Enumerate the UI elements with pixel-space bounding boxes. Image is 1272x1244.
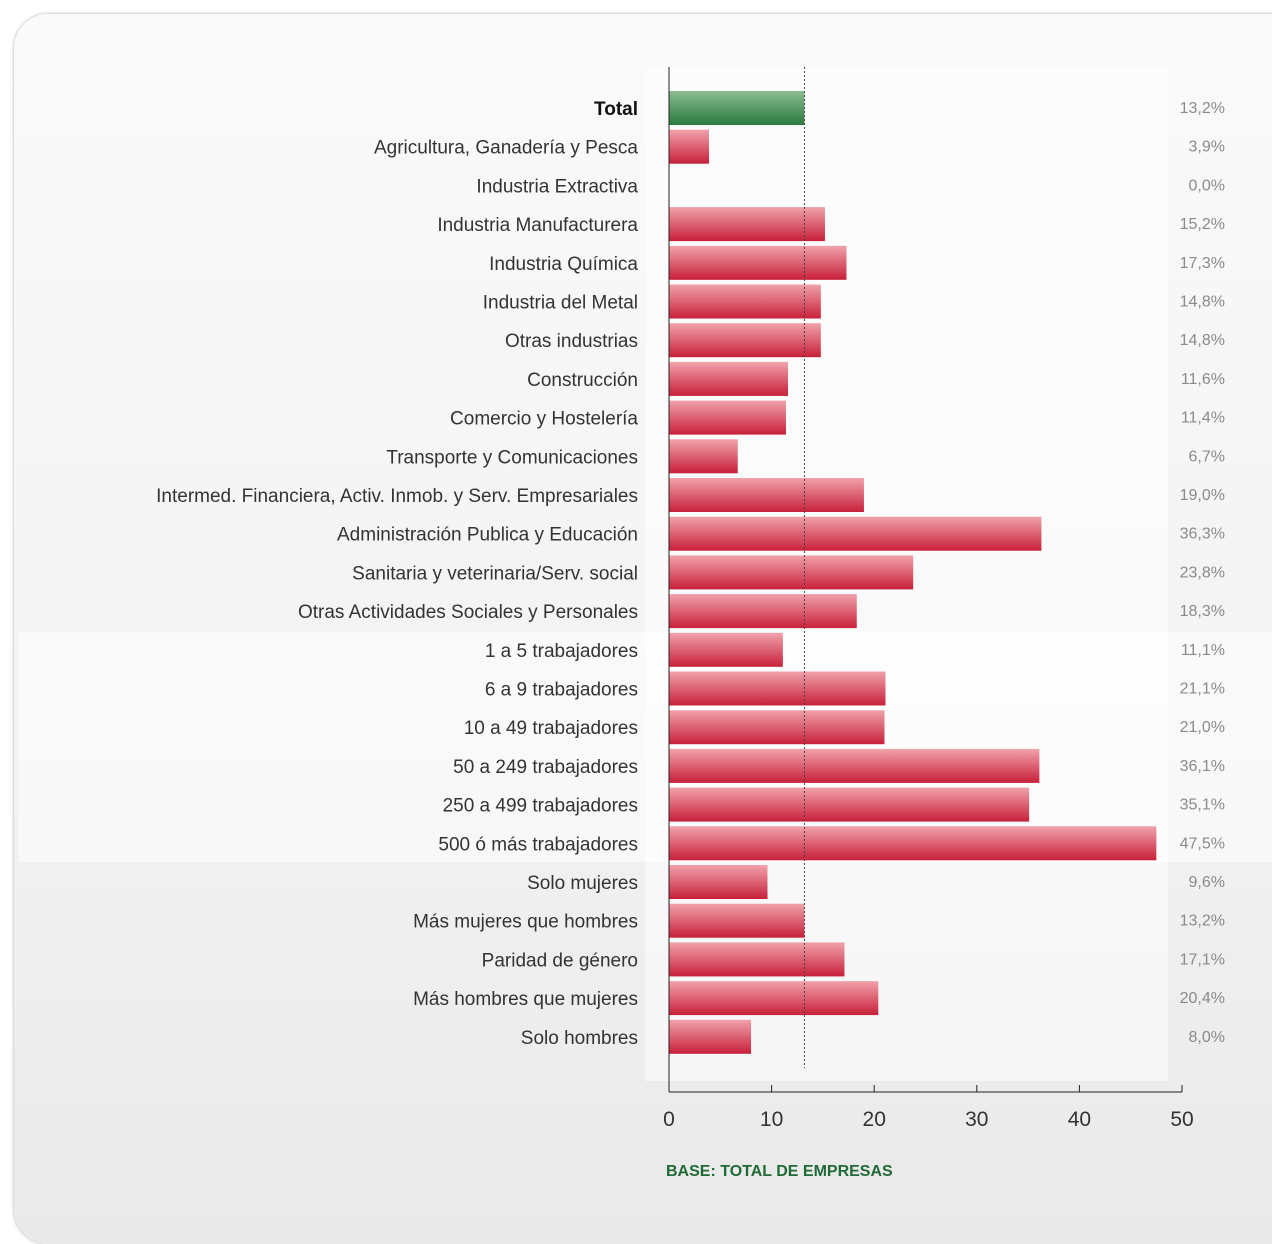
bar xyxy=(669,516,1042,551)
category-label: 250 a 499 trabajadores xyxy=(443,796,638,817)
value-label: 11,6% xyxy=(1181,371,1225,388)
category-label: Solo hombres xyxy=(521,1028,638,1049)
bar xyxy=(669,632,783,667)
category-label: Sanitaria y veterinaria/Serv. social xyxy=(352,563,638,584)
bar-total xyxy=(669,91,805,125)
value-label: 18,3% xyxy=(1180,603,1225,620)
value-label: 13,2% xyxy=(1180,913,1225,930)
category-label: 6 a 9 trabajadores xyxy=(485,680,638,701)
value-label: 19,0% xyxy=(1180,487,1225,504)
bar xyxy=(669,361,789,396)
bar xyxy=(669,826,1157,861)
category-label: Agricultura, Ganadería y Pesca xyxy=(374,138,638,159)
value-label: 13,2% xyxy=(1180,100,1225,117)
category-label: 500 ó más trabajadores xyxy=(438,834,638,855)
value-label: 21,0% xyxy=(1180,719,1225,736)
bar xyxy=(669,903,805,938)
value-label: 9,6% xyxy=(1189,874,1225,891)
bar xyxy=(669,594,857,629)
category-label: Industria Manufacturera xyxy=(437,215,638,236)
category-label: Comercio y Hostelería xyxy=(450,409,638,430)
bar xyxy=(669,942,845,977)
value-label: 36,1% xyxy=(1180,758,1225,775)
value-label: 47,5% xyxy=(1180,835,1225,852)
category-label: Industria del Metal xyxy=(483,293,638,314)
category-label: 50 a 249 trabajadores xyxy=(453,757,638,778)
category-label: Intermed. Financiera, Activ. Inmob. y Se… xyxy=(156,486,638,507)
bar xyxy=(669,207,825,242)
value-label: 11,4% xyxy=(1181,410,1225,427)
x-tick-label: 50 xyxy=(1170,1108,1193,1131)
value-label: 36,3% xyxy=(1180,526,1225,543)
bar xyxy=(669,1019,752,1054)
bar xyxy=(669,710,885,745)
category-label: 1 a 5 trabajadores xyxy=(485,641,638,662)
category-label: Más hombres que mujeres xyxy=(413,989,638,1010)
category-label: Total xyxy=(594,99,638,120)
bar xyxy=(669,748,1040,783)
value-label: 17,3% xyxy=(1180,255,1225,272)
size-band xyxy=(18,632,1272,862)
category-label: Otras industrias xyxy=(505,331,638,352)
bar xyxy=(669,865,768,899)
value-label: 0,0% xyxy=(1189,177,1225,194)
value-label: 17,1% xyxy=(1180,951,1225,968)
category-label: Solo mujeres xyxy=(527,873,638,894)
value-label: 3,9% xyxy=(1189,139,1225,156)
bar xyxy=(669,981,879,1016)
bar xyxy=(669,323,821,358)
x-tick-label: 10 xyxy=(760,1108,783,1131)
bar xyxy=(669,671,886,706)
category-label: Industria Química xyxy=(489,254,638,275)
category-label: Otras Actividades Sociales y Personales xyxy=(298,602,638,623)
x-tick-label: 40 xyxy=(1068,1108,1091,1131)
value-label: 11,1% xyxy=(1181,642,1225,659)
category-label: 10 a 49 trabajadores xyxy=(464,718,638,739)
bar xyxy=(669,478,864,512)
value-label: 6,7% xyxy=(1189,448,1225,465)
value-label: 23,8% xyxy=(1180,564,1225,581)
category-label: Construcción xyxy=(527,370,638,391)
value-label: 20,4% xyxy=(1180,990,1225,1007)
category-label: Transporte y Comunicaciones xyxy=(386,447,638,468)
category-label: Industria Extractiva xyxy=(476,176,638,197)
value-label: 14,8% xyxy=(1180,294,1225,311)
bar xyxy=(669,245,847,280)
value-label: 21,1% xyxy=(1180,681,1225,698)
x-tick-label: 30 xyxy=(965,1108,988,1131)
base-note: BASE: TOTAL DE EMPRESAS xyxy=(666,1163,893,1180)
x-tick-label: 20 xyxy=(863,1108,886,1131)
category-label: Paridad de género xyxy=(482,950,638,971)
x-tick-label: 0 xyxy=(663,1108,675,1131)
value-label: 8,0% xyxy=(1189,1029,1225,1046)
category-label: Administración Publica y Educación xyxy=(337,525,638,546)
bar xyxy=(669,129,710,164)
bar xyxy=(669,284,821,319)
value-label: 15,2% xyxy=(1180,216,1225,233)
value-label: 35,1% xyxy=(1180,797,1225,814)
bar xyxy=(669,439,738,474)
bar xyxy=(669,787,1030,822)
value-label: 14,8% xyxy=(1180,332,1225,349)
bar xyxy=(669,555,914,590)
bar xyxy=(669,400,786,435)
category-label: Más mujeres que hombres xyxy=(413,912,638,933)
